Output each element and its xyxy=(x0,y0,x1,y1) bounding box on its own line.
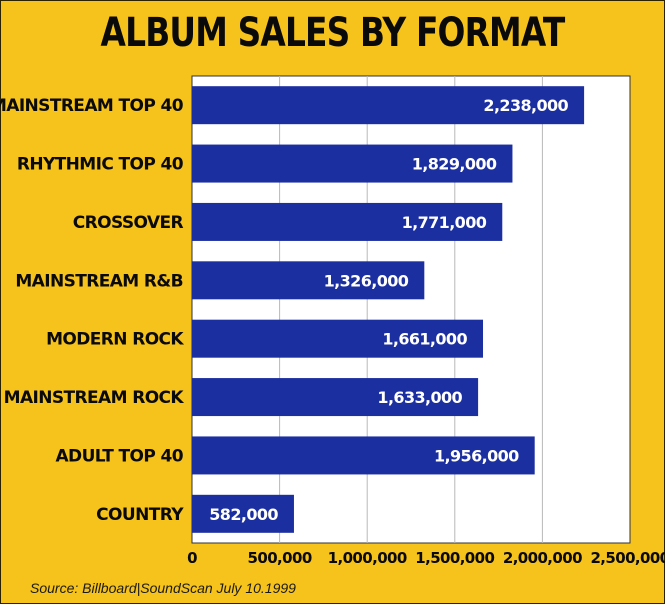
x-tick-label: 1,000,000 xyxy=(328,549,407,567)
bar xyxy=(192,261,425,300)
category-label: CROSSOVER xyxy=(73,213,184,233)
bar xyxy=(192,144,513,183)
category-label: MAINSTREAM TOP 40 xyxy=(0,96,184,116)
bar xyxy=(192,319,484,358)
value-label: 1,661,000 xyxy=(382,330,467,349)
category-label: RHYTHMIC TOP 40 xyxy=(17,155,184,175)
chart-title: ALBUM SALES BY FORMAT xyxy=(100,10,566,56)
source-note: Source: Billboard|SoundScan July 10.1999 xyxy=(30,580,296,596)
category-label: MAINSTREAM R&B xyxy=(15,271,183,291)
category-label: ADULT TOP 40 xyxy=(56,446,184,466)
value-label: 1,771,000 xyxy=(402,213,487,232)
value-label: 1,956,000 xyxy=(434,446,519,465)
category-label: COUNTRY xyxy=(96,505,184,525)
bar xyxy=(192,86,585,125)
value-label: 1,326,000 xyxy=(324,271,409,290)
bar xyxy=(192,436,535,475)
category-label: MAINSTREAM ROCK xyxy=(4,388,185,408)
value-label: 1,829,000 xyxy=(412,155,497,174)
value-label: 582,000 xyxy=(209,505,278,524)
x-tick-label: 2,000,000 xyxy=(503,549,582,567)
x-tick-label: 2,500,000 xyxy=(590,549,665,567)
bar xyxy=(192,494,294,533)
bar xyxy=(192,378,479,417)
x-tick-label: 0 xyxy=(187,549,197,567)
value-label: 1,633,000 xyxy=(377,388,462,407)
category-label: MODERN ROCK xyxy=(46,330,184,350)
x-tick-label: 500,000 xyxy=(248,549,312,567)
x-tick-label: 1,500,000 xyxy=(415,549,494,567)
bar xyxy=(192,202,503,241)
value-label: 2,238,000 xyxy=(483,96,568,115)
